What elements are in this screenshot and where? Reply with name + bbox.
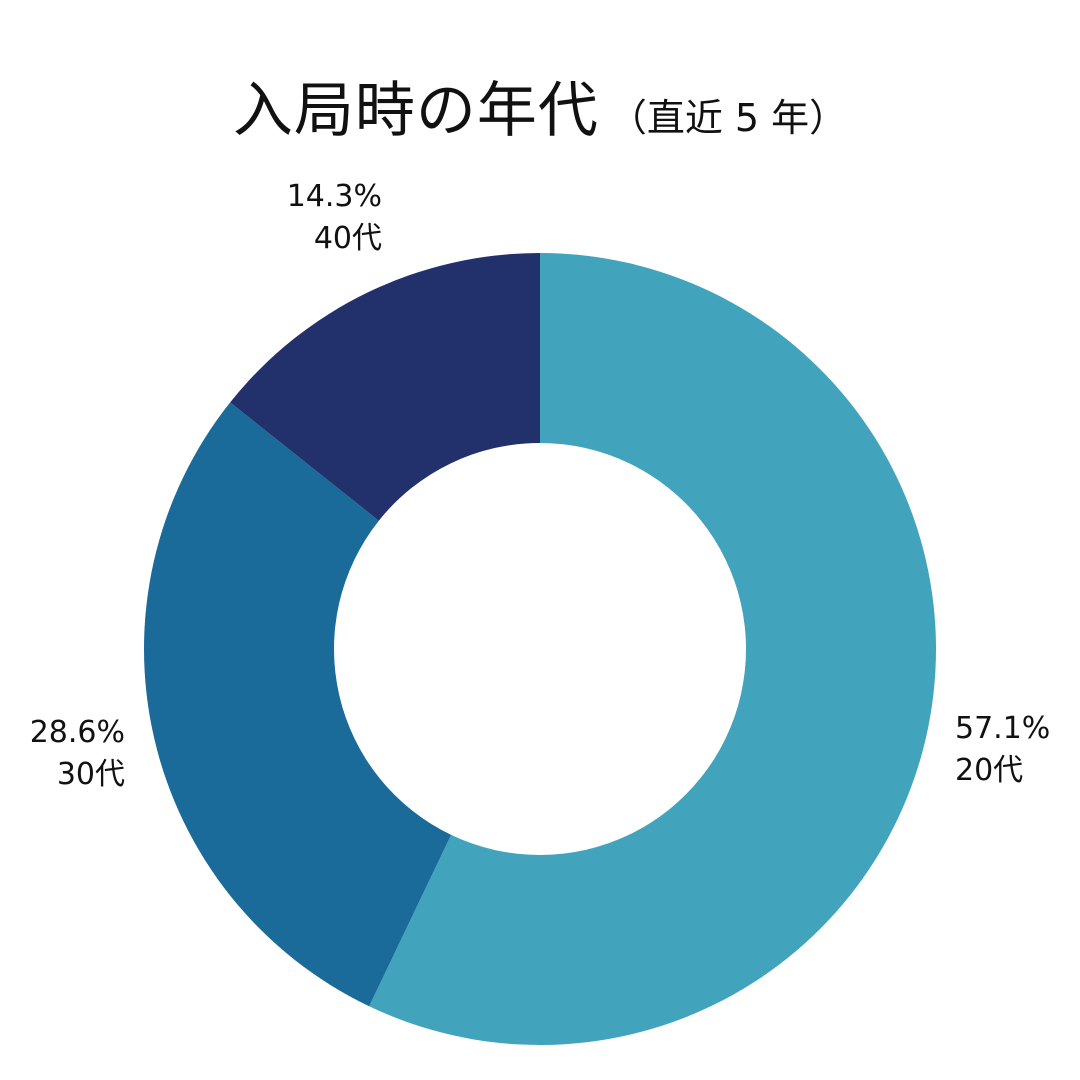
chart-title-main: 入局時の年代	[232, 76, 599, 146]
slice-percent: 57.1%	[955, 711, 1051, 746]
slice-category: 20代	[955, 753, 1024, 788]
slice-label-40s: 14.3% 40代	[287, 176, 382, 260]
donut-slice-20代	[369, 253, 936, 1045]
donut-slices	[144, 252, 936, 1045]
slice-label-30s: 28.6% 30代	[30, 712, 125, 796]
slice-category: 40代	[313, 221, 382, 256]
donut-slice-30代	[144, 402, 452, 1007]
slice-percent: 14.3%	[286, 179, 382, 214]
donut-slice-40代	[230, 252, 541, 521]
slice-percent: 28.6%	[29, 715, 125, 750]
slice-label-20s: 57.1% 20代	[955, 708, 1050, 792]
chart-title: 入局時の年代 （直近 5 年）	[0, 62, 1080, 149]
chart-title-sub: （直近 5 年）	[608, 96, 848, 140]
slice-category: 30代	[56, 757, 125, 792]
